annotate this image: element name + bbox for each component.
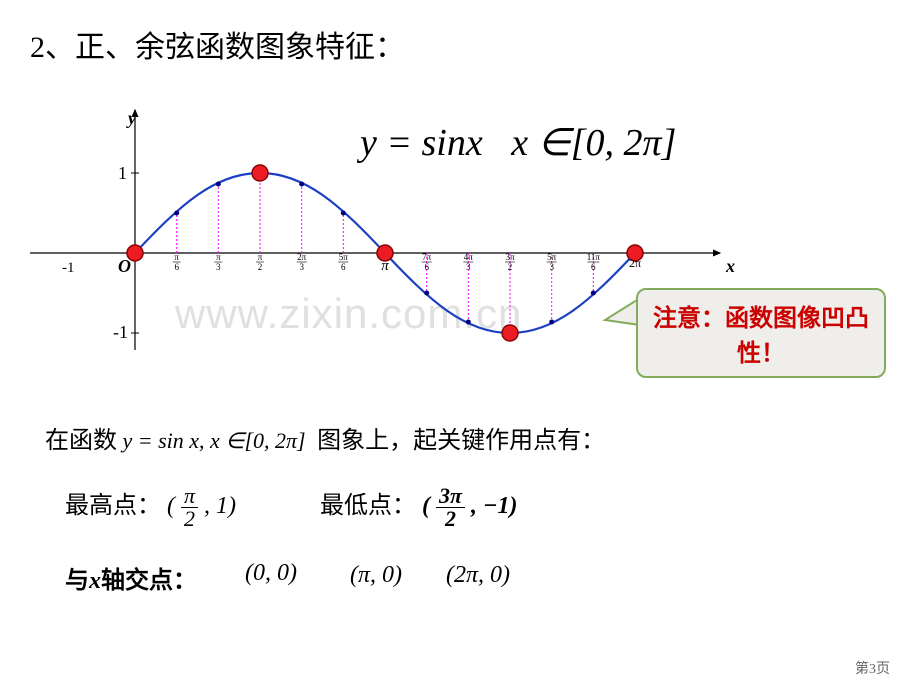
x-axis-label: x [725,256,735,276]
callout-pointer [605,300,640,325]
svg-text:π: π [216,252,221,262]
svg-text:6: 6 [174,262,179,272]
svg-text:11π: 11π [587,252,601,262]
svg-text:2π: 2π [629,256,641,270]
svg-text:3: 3 [299,262,304,272]
x-tick-neg1: -1 [62,260,75,276]
y-tick-1: 1 [118,163,127,183]
svg-text:5π: 5π [339,252,349,262]
x-intercept-3: (2π, 0) [446,562,510,589]
highest-point: 最高点： ( π2 , 1) [65,485,236,530]
svg-text:6: 6 [424,262,429,272]
page-number: 第3页 [855,658,890,678]
svg-text:6: 6 [341,262,346,272]
svg-text:2: 2 [258,262,263,272]
svg-text:3: 3 [549,262,554,272]
svg-text:4π: 4π [464,252,474,262]
callout-box: 注意：函数图像凹凸性！ [636,288,886,378]
svg-text:π: π [174,252,179,262]
main-equation: y = sinx x ∈[0, 2π] [360,120,676,165]
x-intercept-2: (π, 0) [350,562,402,589]
svg-text:3π: 3π [505,252,515,262]
svg-text:2π: 2π [297,252,307,262]
y-tick-neg1: -1 [113,322,128,342]
svg-text:5π: 5π [547,252,557,262]
desc-line-1: 在函数 y = sin x, x ∈[0, 2π] 图象上，起关键作用点有： [45,420,605,455]
svg-text:3: 3 [466,262,471,272]
svg-text:6: 6 [591,262,596,272]
svg-text:π: π [258,252,263,262]
x-tick-labels: π6 π3 π2 2π3 5π6 π 7π6 4π3 3π2 5π3 11π6 … [173,252,641,274]
svg-text:2: 2 [508,262,513,272]
x-intercepts-label: 与x轴交点： [65,560,197,595]
svg-text:π: π [381,258,389,274]
svg-text:3: 3 [216,262,221,272]
y-axis-label: y [126,108,137,128]
lowest-point: 最低点： ( 3π2 , −1) [320,485,518,530]
svg-text:7π: 7π [422,252,432,262]
x-intercept-1: (0, 0) [245,560,297,587]
